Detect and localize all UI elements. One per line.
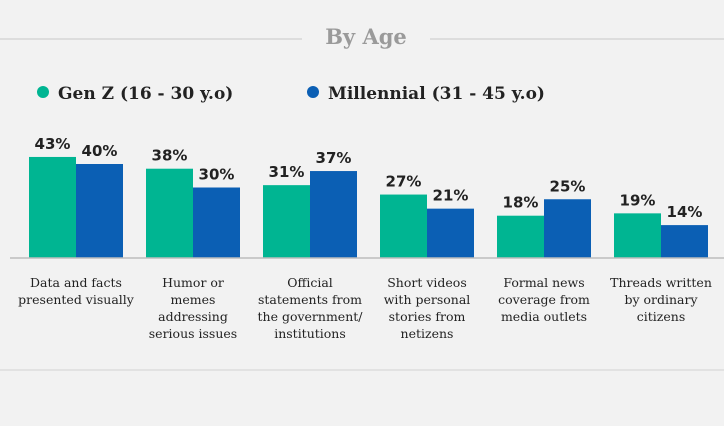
category-label-1-line-0: Humor or bbox=[162, 275, 224, 290]
category-label-5-line-2: citizens bbox=[637, 309, 685, 324]
category-label-5-line-0: Threads written bbox=[610, 275, 712, 290]
category-label-1-line-1: memes bbox=[171, 292, 216, 307]
category-label-3-line-2: stories from bbox=[389, 309, 466, 324]
value-label-millennial-4: 25% bbox=[550, 177, 586, 195]
category-label-4-line-1: coverage from bbox=[498, 292, 590, 307]
legend-label-genz: Gen Z (16 - 30 y.o) bbox=[58, 84, 233, 104]
category-label-0-line-1: presented visually bbox=[18, 292, 135, 307]
bar-genz-0 bbox=[29, 156, 76, 258]
category-label-5-line-1: by ordinary bbox=[624, 292, 698, 307]
bar-millennial-5 bbox=[661, 225, 708, 258]
category-label-2-line-1: statements from bbox=[258, 292, 362, 307]
bar-genz-5 bbox=[614, 213, 661, 258]
value-label-genz-1: 38% bbox=[152, 147, 188, 165]
value-label-millennial-0: 40% bbox=[82, 142, 118, 160]
category-label-2-line-3: institutions bbox=[274, 326, 346, 341]
category-label-4-line-0: Formal news bbox=[503, 275, 584, 290]
legend: Gen Z (16 - 30 y.o) Millennial (31 - 45 … bbox=[37, 84, 545, 104]
value-label-genz-3: 27% bbox=[386, 173, 422, 191]
value-label-millennial-2: 37% bbox=[316, 149, 352, 167]
category-labels-group: Data and facts presented visually Humor or… bbox=[18, 275, 712, 341]
value-label-millennial-3: 21% bbox=[433, 187, 469, 205]
bar-millennial-4 bbox=[544, 199, 591, 258]
bar-millennial-0 bbox=[76, 164, 123, 258]
category-label-1-line-3: serious issues bbox=[149, 326, 237, 341]
value-label-genz-5: 19% bbox=[620, 191, 656, 209]
category-label-0-line-0: Data and facts bbox=[30, 275, 122, 290]
category-label-2-line-2: the government/ bbox=[258, 309, 364, 324]
bar-millennial-1 bbox=[193, 187, 240, 258]
bar-genz-3 bbox=[380, 194, 427, 258]
category-label-3-line-3: netizens bbox=[401, 326, 454, 341]
category-label-2-line-0: Official bbox=[287, 275, 333, 290]
legend-swatch-genz bbox=[37, 86, 49, 98]
category-label-1-line-2: addressing bbox=[158, 309, 228, 324]
category-label-4-line-2: media outlets bbox=[501, 309, 587, 324]
value-label-millennial-5: 14% bbox=[667, 203, 703, 221]
bar-genz-4 bbox=[497, 215, 544, 258]
category-label-3-line-1: with personal bbox=[384, 292, 471, 307]
bar-genz-1 bbox=[146, 168, 193, 258]
legend-swatch-millennial bbox=[307, 86, 319, 98]
chart-title: By Age bbox=[325, 24, 407, 49]
bar-millennial-3 bbox=[427, 208, 474, 258]
value-label-genz-4: 18% bbox=[503, 194, 539, 212]
value-label-genz-0: 43% bbox=[35, 135, 71, 153]
bar-millennial-2 bbox=[310, 171, 357, 258]
legend-label-millennial: Millennial (31 - 45 y.o) bbox=[328, 84, 545, 104]
bars-group bbox=[29, 156, 708, 258]
category-label-3-line-0: Short videos bbox=[387, 275, 467, 290]
value-label-genz-2: 31% bbox=[269, 163, 305, 181]
value-labels-group: 43% 40% 38% 30% 31% 37% 27% 21% 18% 25% 19% 14% bbox=[35, 135, 703, 221]
bar-genz-2 bbox=[263, 185, 310, 258]
value-label-millennial-1: 30% bbox=[199, 166, 235, 184]
